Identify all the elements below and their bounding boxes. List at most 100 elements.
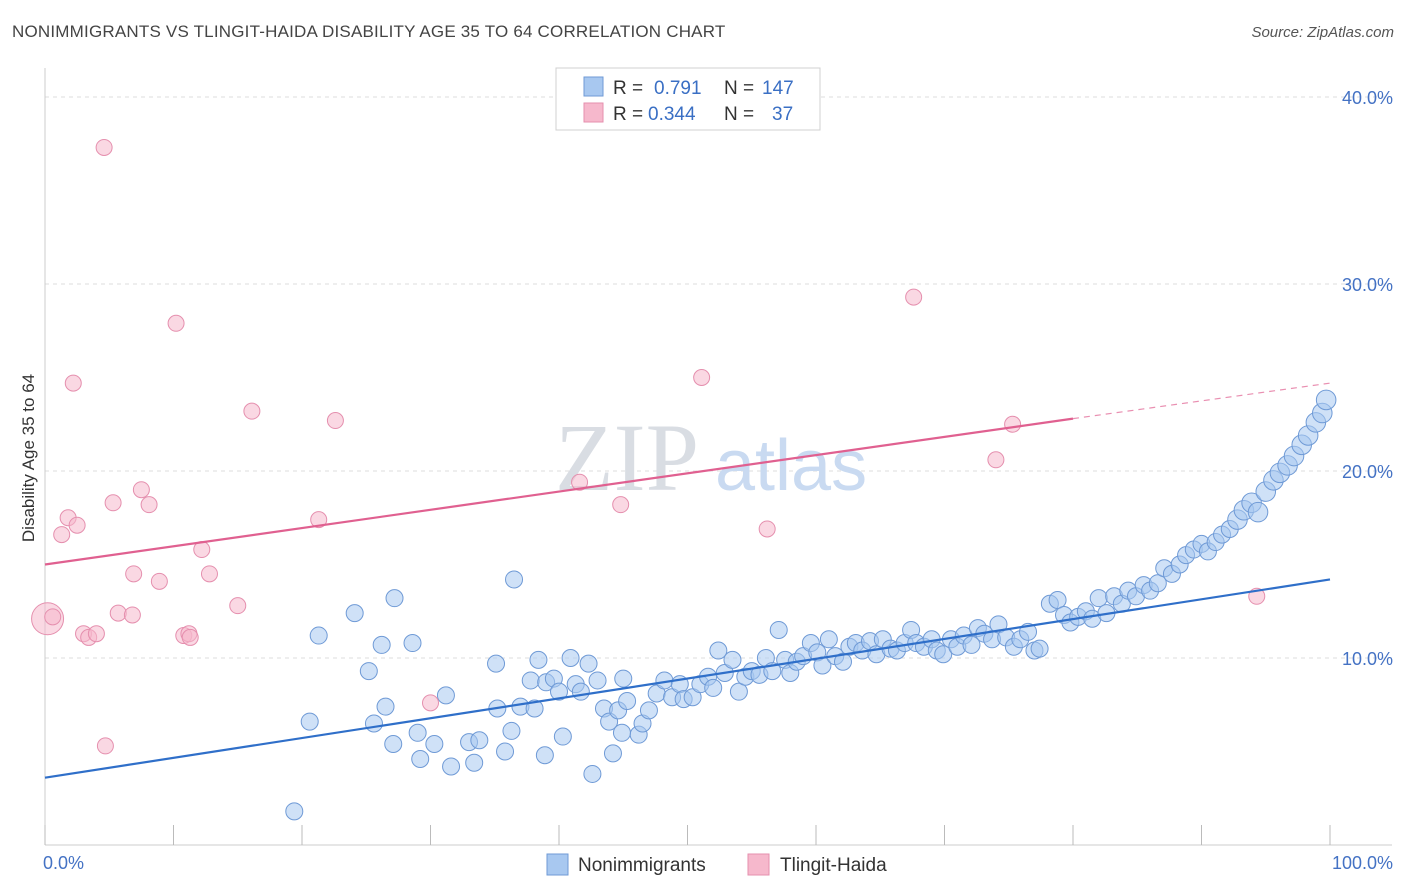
- x-tick-labels: 0.0% 100.0%: [43, 853, 1393, 873]
- tlingit-haida-point: [905, 288, 923, 306]
- tlingit-haida-point: [125, 565, 143, 583]
- legend-r-label-1: R =: [613, 78, 643, 99]
- nonimmigrants-point: [583, 764, 602, 783]
- nonimmigrants-point: [769, 620, 788, 639]
- y-tick-label: 40.0%: [1342, 88, 1393, 108]
- tlingit-haida-point: [1004, 415, 1022, 433]
- bottom-legend-label-tlingit-haida: Tlingit-Haida: [780, 855, 887, 876]
- y-tick-labels: 10.0% 20.0% 30.0% 40.0%: [1342, 88, 1393, 669]
- legend-r-value-1: 0.791: [654, 78, 702, 99]
- x-tick-label-min: 0.0%: [43, 853, 84, 873]
- nonimmigrants-point: [465, 753, 484, 772]
- nonimmigrants-point: [934, 645, 953, 664]
- tlingit-haida-point: [422, 694, 439, 712]
- tlingit-haida-point: [104, 494, 122, 512]
- nonimmigrants-point: [962, 635, 981, 654]
- nonimmigrants-point: [436, 686, 455, 705]
- nonimmigrants-point: [704, 678, 723, 697]
- tlingit-haida-point: [150, 572, 168, 590]
- nonimmigrants-point: [442, 757, 461, 776]
- tlingit-haida-point: [243, 402, 261, 420]
- nonimmigrants-point: [603, 744, 622, 763]
- nonimmigrants-point: [612, 723, 631, 742]
- tlingit-haida-point: [987, 451, 1005, 469]
- tlingit-haida-point: [693, 369, 711, 386]
- trend-lines: [44, 382, 1331, 779]
- legend-n-label-1: N =: [724, 78, 754, 99]
- tlingit-haida-point: [53, 526, 71, 544]
- nonimmigrants-point: [525, 699, 544, 718]
- bottom-legend-swatch-tlingit-haida: [747, 853, 770, 876]
- tlingit-haida-point: [123, 606, 141, 624]
- nonimmigrants-point: [345, 604, 364, 623]
- trend-line-tlingit-haida-extension: [1072, 382, 1331, 420]
- nonimmigrants-point: [639, 701, 658, 720]
- legend-r-value-2: 0.344: [648, 104, 696, 125]
- nonimmigrants-point: [470, 731, 489, 750]
- legend-r-label-2: R =: [613, 104, 643, 125]
- legend-n-value-2: 37: [772, 104, 793, 125]
- legend-swatch-nonimmigrants: [583, 76, 604, 97]
- tlingit-haida-point: [95, 138, 113, 156]
- x-tick-label-max: 100.0%: [1332, 853, 1393, 873]
- nonimmigrants-point: [535, 746, 554, 765]
- nonimmigrants-point: [553, 727, 572, 746]
- bottom-legend-label-nonimmigrants: Nonimmigrants: [578, 855, 706, 876]
- tlingit-haida-point: [44, 608, 62, 626]
- y-tick-label: 20.0%: [1342, 462, 1393, 482]
- tlingit-haida-point: [96, 737, 114, 755]
- watermark: ZIP atlas: [555, 404, 867, 511]
- nonimmigrants-point: [561, 649, 580, 667]
- nonimmigrants-point: [285, 802, 304, 821]
- nonimmigrants-point: [1247, 501, 1269, 523]
- bottom-legend: Nonimmigrants Tlingit-Haida: [546, 853, 887, 876]
- tlingit-haida-point: [229, 597, 247, 615]
- tlingit-haida-point: [167, 314, 185, 332]
- nonimmigrants-point: [571, 682, 590, 701]
- series-tlingit-haida: [31, 138, 1266, 755]
- y-axis-label: Disability Age 35 to 64: [19, 374, 38, 542]
- trend-line-tlingit-haida: [44, 417, 1074, 566]
- tlingit-haida-point: [200, 565, 218, 583]
- tlingit-haida-point: [326, 412, 344, 430]
- chart-title: NONIMMIGRANTS VS TLINGIT-HAIDA DISABILIT…: [12, 22, 726, 41]
- nonimmigrants-point: [729, 682, 748, 701]
- nonimmigrants-point: [833, 652, 852, 671]
- nonimmigrants-point: [376, 697, 395, 716]
- tlingit-haida-point: [310, 511, 328, 529]
- nonimmigrants-point: [579, 654, 598, 673]
- tlingit-haida-point: [64, 374, 82, 392]
- nonimmigrants-point: [1089, 589, 1108, 608]
- nonimmigrants-point: [1315, 389, 1337, 411]
- nonimmigrants-point: [496, 742, 515, 761]
- nonimmigrants-point: [408, 723, 427, 742]
- legend-swatch-tlingit-haida: [583, 102, 604, 123]
- nonimmigrants-point: [300, 712, 319, 731]
- nonimmigrants-point: [487, 654, 506, 673]
- tlingit-haida-point: [758, 520, 776, 538]
- nonimmigrants-point: [364, 714, 383, 733]
- tlingit-haida-point: [132, 481, 150, 499]
- y-tick-label: 10.0%: [1342, 649, 1393, 669]
- gridlines: [45, 96, 1392, 659]
- nonimmigrants-point: [411, 749, 430, 768]
- watermark-zip: ZIP: [555, 404, 699, 511]
- nonimmigrants-point: [309, 626, 328, 645]
- nonimmigrants-point: [425, 735, 444, 754]
- nonimmigrants-point: [723, 650, 742, 669]
- nonimmigrants-point: [502, 721, 521, 740]
- tlingit-haida-point: [109, 604, 127, 622]
- axes: [44, 68, 1392, 846]
- nonimmigrants-point: [709, 641, 728, 660]
- nonimmigrants-point: [588, 671, 607, 690]
- series-nonimmigrants: [285, 389, 1337, 821]
- nonimmigrants-point: [618, 692, 637, 711]
- tlingit-haida-point: [140, 496, 158, 514]
- chart-source: Source: ZipAtlas.com: [1251, 24, 1394, 41]
- legend-n-label-2: N =: [724, 104, 754, 125]
- y-tick-label: 30.0%: [1342, 275, 1393, 295]
- nonimmigrants-point: [1030, 639, 1049, 658]
- tlingit-haida-point: [612, 496, 630, 514]
- nonimmigrants-point: [819, 630, 838, 649]
